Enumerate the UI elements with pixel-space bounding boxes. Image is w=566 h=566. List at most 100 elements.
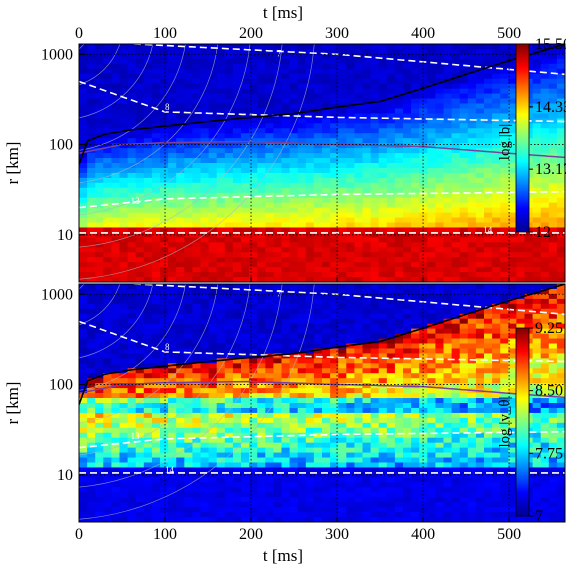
heatmap-cell (119, 232, 129, 238)
heatmap-cell (330, 313, 339, 320)
heatmap-cell (386, 348, 396, 355)
heatmap-cell (403, 318, 412, 325)
heatmap-cell (435, 388, 445, 394)
heatmap-cell (111, 353, 121, 359)
heatmap-cell (354, 153, 364, 159)
heatmap-cell (322, 217, 331, 224)
heatmap-cell (467, 217, 477, 224)
heatmap-cell (143, 108, 153, 115)
heatmap-cell (556, 403, 565, 409)
heatmap-cell (492, 237, 501, 243)
heatmap-cell (160, 313, 169, 320)
heatmap-cell (168, 88, 177, 95)
heatmap-cell (467, 383, 477, 389)
heatmap-cell (176, 373, 185, 379)
heatmap-cell (386, 388, 396, 394)
heatmap-cell (386, 48, 396, 55)
heatmap-cell (362, 237, 372, 243)
heatmap-cell (168, 298, 177, 305)
heatmap-cell (249, 212, 258, 219)
heatmap-cell (176, 177, 185, 184)
heatmap-cell (467, 182, 477, 189)
colorbar-tick-label: 15.50 (535, 36, 566, 53)
heatmap-cell (257, 328, 266, 335)
heatmap-cell (435, 68, 445, 75)
heatmap-cell (232, 143, 242, 149)
heatmap-cell (427, 93, 436, 100)
heatmap-cell (313, 212, 323, 219)
heatmap-cell (265, 417, 274, 424)
heatmap-cell (532, 143, 542, 149)
heatmap-cell (500, 123, 509, 129)
heatmap-cell (305, 182, 315, 189)
heatmap-cell (111, 222, 121, 229)
heatmap-cell (192, 338, 202, 345)
heatmap-cell (500, 163, 509, 169)
heatmap-cell (540, 373, 550, 379)
heatmap-cell (354, 108, 364, 115)
heatmap-cell (192, 98, 202, 105)
heatmap-cell (411, 78, 420, 85)
heatmap-cell (119, 83, 129, 90)
heatmap-cell (208, 93, 218, 100)
heatmap-cell (208, 348, 218, 355)
heatmap-cell (119, 348, 129, 355)
heatmap-cell (192, 113, 202, 119)
heatmap-cell (508, 78, 517, 85)
heatmap-cell (95, 143, 104, 149)
heatmap-cell (135, 318, 145, 325)
heatmap-cell (475, 123, 485, 129)
heatmap-cell (168, 277, 177, 282)
heatmap-cell (232, 78, 242, 85)
heatmap-cell (265, 442, 274, 449)
heatmap-cell (475, 343, 485, 350)
heatmap-cell (330, 247, 339, 253)
heatmap-cell (443, 348, 453, 355)
heatmap-cell (313, 437, 323, 444)
heatmap-cell (508, 328, 517, 335)
heatmap-cell (192, 212, 202, 219)
heatmap-cell (370, 393, 380, 399)
heatmap-cell (216, 187, 226, 194)
heatmap-cell (475, 202, 485, 209)
heatmap-cell (297, 378, 307, 384)
heatmap-cell (313, 182, 323, 189)
heatmap-cell (87, 403, 96, 409)
heatmap-cell (403, 222, 412, 229)
heatmap-cell (427, 232, 436, 238)
heatmap-cell (330, 222, 339, 229)
heatmap-cell (119, 113, 129, 119)
heatmap-cell (192, 182, 202, 189)
heatmap-cell (297, 373, 307, 379)
heatmap-cell (297, 68, 307, 75)
heatmap-cell (257, 308, 266, 315)
heatmap-cell (467, 158, 477, 164)
heatmap-cell (143, 338, 153, 345)
heatmap-cell (273, 348, 283, 355)
heatmap-cell (208, 262, 218, 268)
heatmap-cell (354, 353, 364, 359)
heatmap-cell (500, 48, 509, 55)
heatmap-cell (176, 252, 185, 258)
heatmap-cell (224, 308, 234, 315)
heatmap-cell (119, 298, 129, 305)
heatmap-cell (111, 447, 121, 454)
heatmap-cell (257, 333, 266, 340)
heatmap-cell (492, 257, 501, 263)
heatmap-cell (443, 393, 453, 399)
heatmap-cell (208, 328, 218, 335)
heatmap-cell (500, 353, 509, 359)
heatmap-cell (532, 262, 542, 268)
heatmap-cell (370, 323, 380, 330)
heatmap-cell (265, 388, 274, 394)
heatmap-cell (556, 388, 565, 394)
heatmap-cell (257, 108, 266, 115)
heatmap-cell (79, 103, 88, 110)
heatmap-cell (168, 437, 177, 444)
heatmap-cell (354, 58, 364, 65)
heatmap-cell (224, 237, 234, 243)
heatmap-cell (216, 143, 226, 149)
heatmap-cell (322, 68, 331, 75)
heatmap-cell (411, 68, 420, 75)
